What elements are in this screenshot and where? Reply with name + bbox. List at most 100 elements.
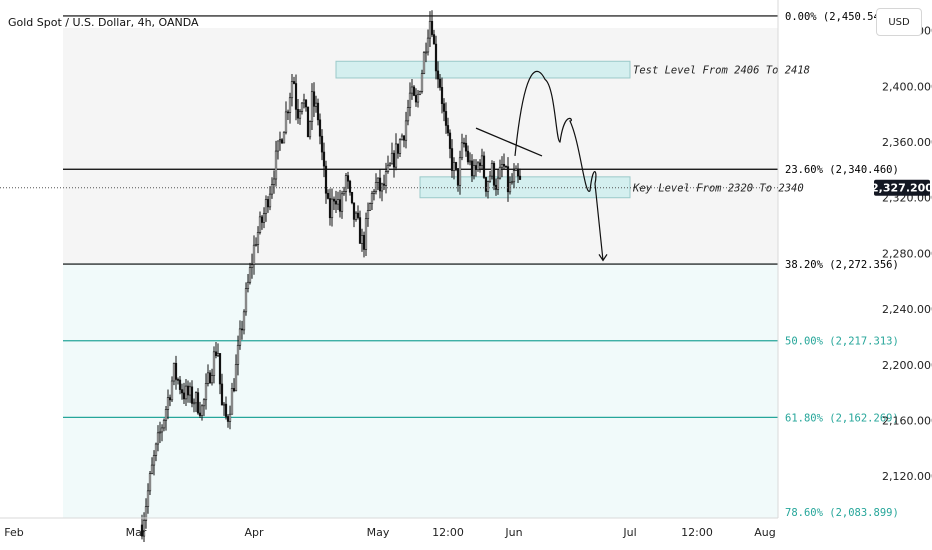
candle-body (320, 135, 324, 153)
candle-body (400, 135, 404, 141)
fib-level-label: 61.80% (2,162.269) (785, 412, 899, 424)
candle-body (330, 198, 334, 219)
candle-body (196, 392, 200, 414)
currency-button[interactable]: USD (876, 8, 922, 36)
time-tick-label: Feb (4, 526, 23, 539)
candle-body (238, 328, 242, 346)
candle-body (448, 132, 452, 149)
candle-body (488, 175, 492, 182)
candle-body (208, 372, 212, 384)
candle-body (186, 385, 190, 396)
candle-body (376, 177, 380, 183)
candle-body (502, 163, 506, 167)
candle-body (468, 160, 472, 163)
time-axis[interactable]: Feb Mar Apr May 12:00 Jun Jul 12:00 Aug (4, 526, 775, 539)
price-tick-label: 2,160.000 (882, 415, 932, 428)
candle-body (228, 413, 232, 422)
fib-level-label: 78.60% (2,083.899) (785, 507, 899, 519)
candle-body (506, 166, 510, 193)
candle-body (444, 111, 448, 126)
candle-body (176, 379, 180, 381)
candle-body (454, 162, 458, 169)
candle-body (518, 175, 522, 180)
candle-body (510, 181, 514, 184)
price-tick-label: 2,200.000 (882, 359, 932, 372)
candle-body (472, 165, 476, 177)
price-tick-label: 2,400.000 (882, 80, 932, 93)
candle-body (144, 506, 148, 521)
candle-body (390, 152, 394, 165)
candle-body (210, 375, 214, 384)
candle-body (498, 166, 502, 179)
candle-body (450, 148, 454, 171)
candle-body (152, 455, 156, 466)
candle-body (258, 216, 262, 233)
candle-body (260, 216, 264, 223)
time-tick-label: Jul (622, 526, 636, 539)
candle-body (338, 199, 342, 212)
candle-body (234, 364, 238, 392)
candle-body (174, 362, 178, 380)
candle-body (198, 412, 202, 416)
candle-body (218, 353, 222, 385)
candle-body (242, 311, 246, 331)
candle-body (324, 165, 328, 194)
candle-body (410, 86, 414, 94)
candle-body (384, 171, 388, 186)
candle-body (282, 131, 286, 144)
candle-body (478, 162, 482, 166)
zone-label: Test Level From 2406 To 2418 (633, 65, 810, 77)
price-candles (140, 10, 522, 543)
candle-body (318, 119, 322, 137)
candle-body (352, 202, 356, 220)
candle-body (504, 165, 508, 168)
price-tick-label: 2,280.000 (882, 247, 932, 260)
candle-body (140, 524, 144, 537)
candle-body (190, 386, 194, 404)
candle-body (426, 37, 430, 53)
candle-body (292, 81, 296, 84)
candle-body (298, 111, 302, 119)
candle-body (264, 199, 268, 214)
candle-body (366, 210, 370, 220)
candle-body (240, 328, 244, 331)
candle-body (230, 388, 234, 415)
candle-body (166, 397, 170, 410)
candle-body (316, 102, 320, 121)
candle-body (308, 121, 312, 138)
candle-body (306, 106, 310, 138)
candle-body (466, 150, 470, 163)
candle-body (404, 120, 408, 141)
candle-body (362, 235, 366, 250)
candle-body (178, 379, 182, 390)
candle-body (372, 191, 376, 194)
candle-body (200, 405, 204, 416)
candle-body (220, 383, 224, 406)
candle-body (470, 160, 474, 177)
candle-body (374, 182, 378, 192)
time-tick-label: Jun (504, 526, 522, 539)
candle-body (414, 95, 418, 103)
candle-body (266, 199, 270, 208)
fib-shade-lower (63, 263, 778, 518)
candle-body (256, 232, 260, 245)
candle-body (370, 193, 374, 204)
candle-body (150, 464, 154, 474)
candle-body (398, 139, 402, 154)
candle-body (158, 431, 162, 434)
price-axis[interactable]: 2,120.000 2,160.000 2,200.000 2,240.000 2,28… (882, 25, 932, 484)
time-tick-label: Aug (754, 526, 775, 539)
candle-body (490, 163, 494, 177)
candle-body (394, 143, 398, 168)
candle-body (286, 111, 290, 114)
candle-body (434, 43, 438, 72)
price-tick-label: 2,240.000 (882, 303, 932, 316)
candle-body (192, 402, 196, 405)
candle-body (268, 193, 272, 208)
candle-body (204, 383, 208, 401)
candle-body (484, 177, 488, 192)
candle-body (170, 380, 174, 401)
candle-body (446, 125, 450, 134)
candle-body (252, 244, 256, 265)
